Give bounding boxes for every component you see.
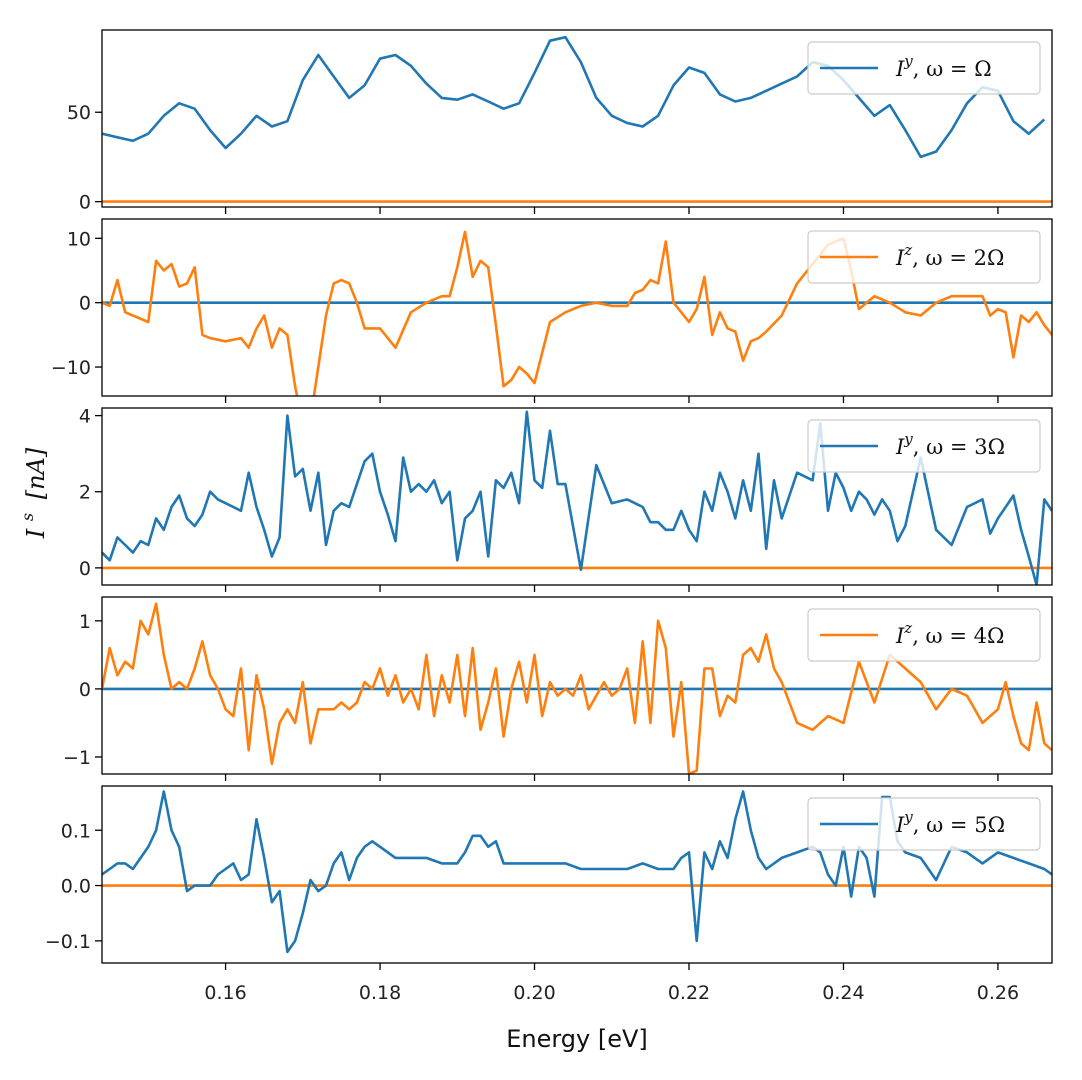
legend-panel-1: Iy, ω = Ω: [807, 41, 1041, 95]
y-axis-label-symbol: I: [22, 528, 50, 539]
y-tick-label: 0.0: [61, 876, 91, 898]
series-line-blue-panel-3: [102, 410, 1052, 585]
x-tick-label: 0.18: [359, 982, 401, 1004]
legend-omega: , ω = 5Ω: [913, 813, 1005, 837]
y-tick-label: 4: [79, 406, 91, 428]
series-line-orange-panel-4: [102, 602, 1052, 774]
y-tick-label: −10: [51, 357, 91, 379]
legend-superscript: y: [903, 808, 913, 826]
legend-box: [807, 419, 1041, 473]
legend-superscript: z: [903, 241, 912, 259]
x-axis-label: Energy [eV]: [506, 1025, 648, 1053]
legend-symbol: I: [895, 624, 905, 648]
panel-3: 0 2 4 Iy, ω = 3Ω: [79, 406, 1053, 592]
legend-box: [807, 230, 1041, 284]
legend-symbol: I: [895, 813, 905, 837]
y-tick-label: 0.1: [61, 820, 91, 842]
panel-5: −0.1 0.0 0.1 0.16 0.18 0.20 0.22 0.24 0.26 Iy, ω …: [45, 785, 1053, 1004]
legend-label: Iy, ω = 3Ω: [895, 430, 1005, 459]
panel-4: −1 0 1 Iz, ω = 4Ω: [63, 596, 1053, 781]
panel-2-series: [102, 230, 1052, 396]
legend-superscript: y: [903, 430, 913, 448]
y-tick-label: 0: [79, 192, 91, 214]
legend-box: [807, 797, 1041, 851]
legend-label: Iz, ω = 4Ω: [895, 619, 1004, 648]
legend-panel-4: Iz, ω = 4Ω: [807, 608, 1041, 662]
panel-4-frame: [101, 596, 1053, 775]
legend-panel-2: Iz, ω = 2Ω: [807, 230, 1041, 284]
x-tick-label: 0.20: [513, 982, 555, 1004]
panel-1: 0 50 Iy, ω = Ω: [67, 29, 1053, 214]
y-tick-label: 2: [79, 482, 91, 504]
legend-box: [807, 41, 1041, 95]
legend-omega: , ω = Ω: [913, 57, 992, 81]
y-tick-label: −1: [63, 747, 91, 769]
panel-5-frame: [101, 785, 1053, 964]
y-tick-label: 50: [67, 102, 91, 124]
y-tick-label: 0: [79, 558, 91, 580]
y-axis-label: I s [nA]: [11, 447, 50, 539]
series-line-orange-panel-2: [102, 230, 1052, 396]
panel-1-frame: [101, 29, 1053, 208]
panel-4-series: [102, 602, 1052, 774]
legend-omega: , ω = 3Ω: [913, 435, 1005, 459]
panel-2: −10 0 10 Iz, ω = 2Ω: [51, 218, 1053, 403]
y-tick-label: 0: [79, 293, 91, 315]
legend-panel-5: Iy, ω = 5Ω: [807, 797, 1041, 851]
legend-symbol: I: [895, 435, 905, 459]
series-line-blue-panel-1: [102, 35, 1046, 159]
panel-3-series: [102, 410, 1052, 585]
y-axis-label-superscript: s: [18, 513, 37, 521]
panel-2-frame: [101, 218, 1053, 397]
legend-symbol: I: [895, 246, 905, 270]
legend-symbol: I: [895, 57, 905, 81]
legend-omega: , ω = 2Ω: [912, 246, 1004, 270]
x-tick-label: 0.16: [204, 982, 246, 1004]
legend-label: Iy, ω = 5Ω: [895, 808, 1005, 837]
legend-superscript: y: [903, 52, 913, 70]
legend-panel-3: Iy, ω = 3Ω: [807, 419, 1041, 473]
x-tick-label: 0.24: [822, 982, 864, 1004]
y-tick-label: 0: [79, 679, 91, 701]
panel-3-frame: [101, 407, 1053, 586]
x-tick-label: 0.22: [668, 982, 710, 1004]
y-tick-label: −0.1: [45, 931, 91, 953]
x-tick-label: 0.26: [977, 982, 1019, 1004]
legend-box: [807, 608, 1041, 662]
y-tick-label: 10: [67, 228, 91, 250]
y-axis-label-unit: [nA]: [22, 447, 50, 499]
legend-superscript: z: [903, 619, 912, 637]
legend-label: Iz, ω = 2Ω: [895, 241, 1004, 270]
legend-omega: , ω = 4Ω: [912, 624, 1004, 648]
y-tick-label: 1: [79, 611, 91, 633]
legend-label: Iy, ω = Ω: [895, 52, 992, 81]
panel-1-series: [102, 35, 1052, 203]
